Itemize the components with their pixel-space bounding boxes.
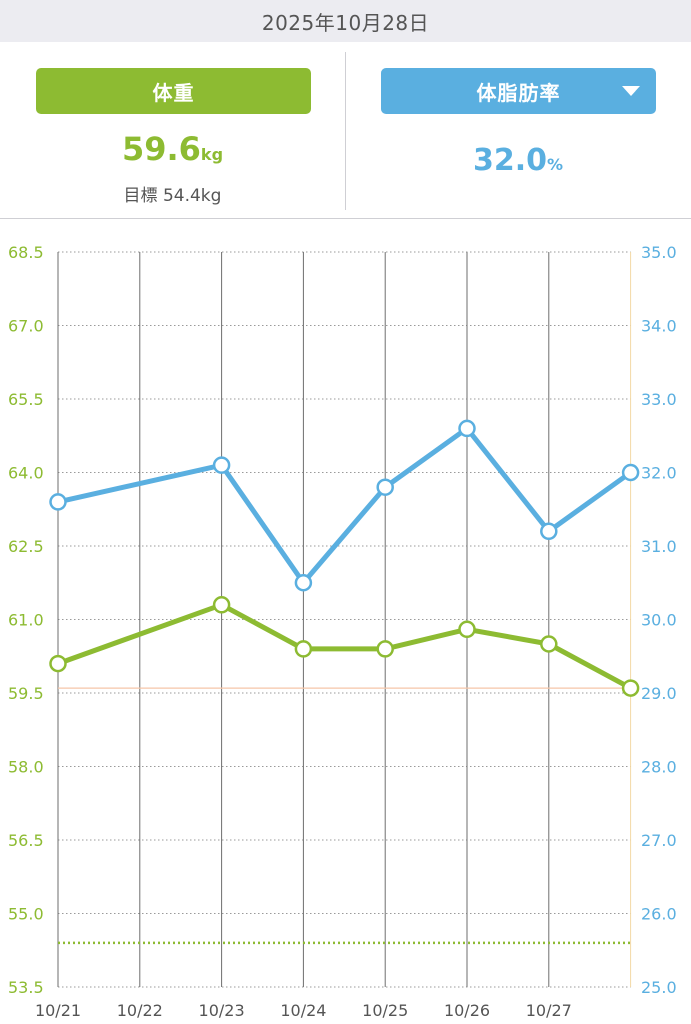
y-right-tick-label: 31.0 <box>641 537 677 556</box>
weight-data-point <box>49 654 67 673</box>
fat-data-point <box>458 419 476 438</box>
y-right-tick-label: 28.0 <box>641 758 677 777</box>
body-fat-value: 32.0% <box>345 143 691 178</box>
y-right-tick-label: 27.0 <box>641 831 677 850</box>
body-fat-tab-label: 体脂肪率 <box>476 80 561 105</box>
weight-tab[interactable]: 体重 <box>36 68 311 114</box>
x-tick-label: 10/26 <box>444 1001 490 1020</box>
y-right-tick-label: 35.0 <box>641 243 677 262</box>
y-left-tick-label: 53.5 <box>8 978 44 997</box>
weight-fat-chart: 68.5 67.0 65.5 64.0 62.5 61.0 59.5 58.0 56.5 55.0… <box>8 243 677 1020</box>
fat-series-line <box>55 425 634 586</box>
weight-value: 59.6kg <box>0 130 345 168</box>
y-left-tick-label: 67.0 <box>8 317 44 336</box>
weight-data-point <box>376 640 394 658</box>
weight-data-point <box>540 635 558 653</box>
x-tick-label: 10/23 <box>199 1001 245 1020</box>
weight-data-point <box>458 620 476 639</box>
y-right-tick-label: 30.0 <box>641 611 677 630</box>
fat-data-point <box>212 456 231 474</box>
y-left-tick-label: 59.5 <box>8 684 44 703</box>
y-right-tick-label: 32.0 <box>641 464 677 483</box>
dropdown-triangle-icon <box>622 86 640 96</box>
fat-data-point <box>621 463 640 482</box>
weight-number: 59.6 <box>121 130 201 168</box>
y-left-tick-label: 65.5 <box>8 390 44 409</box>
fat-data-point <box>376 478 394 496</box>
fat-data-point <box>540 522 558 541</box>
x-tick-label: 10/22 <box>117 1001 163 1020</box>
y-left-tick-label: 68.5 <box>8 243 44 262</box>
x-tick-label: 10/25 <box>362 1001 408 1020</box>
y-right-tick-label: 26.0 <box>641 905 677 924</box>
body-fat-unit: % <box>547 155 564 174</box>
body-fat-number: 32.0 <box>472 143 547 178</box>
date-label: 2025年10月28日 <box>261 10 430 35</box>
x-tick-label: 10/27 <box>526 1001 572 1020</box>
goal-value: 54.4kg <box>162 186 222 206</box>
y-left-tick-label: 55.0 <box>8 905 44 924</box>
weight-unit: kg <box>200 145 224 164</box>
y-right-tick-label: 25.0 <box>641 978 677 997</box>
body-fat-dropdown[interactable]: 体脂肪率 <box>381 68 656 114</box>
y-left-tick-label: 56.5 <box>8 831 44 850</box>
date-header: 2025年10月28日 <box>0 0 691 42</box>
x-tick-label: 10/21 <box>35 1001 81 1020</box>
x-tick-label: 10/24 <box>280 1001 326 1020</box>
y-right-tick-label: 29.0 <box>641 684 677 703</box>
y-left-tick-label: 62.5 <box>8 537 44 556</box>
goal-label: 目標 <box>123 186 158 206</box>
y-left-tick-label: 64.0 <box>8 464 44 483</box>
weight-data-point <box>212 596 231 614</box>
fat-data-point <box>294 574 313 592</box>
fat-data-point <box>49 493 67 511</box>
summary-panel: 体重 59.6kg 目標 54.4kg 体脂肪率 32.0% <box>0 42 691 219</box>
y-left-tick-label: 61.0 <box>8 611 44 630</box>
summary-divider <box>345 52 346 210</box>
weight-tab-label: 体重 <box>152 80 195 105</box>
y-right-tick-label: 33.0 <box>641 390 677 409</box>
weight-data-point <box>294 640 313 658</box>
y-right-tick-label: 34.0 <box>641 317 677 336</box>
y-left-tick-label: 58.0 <box>8 758 44 777</box>
weight-goal: 目標 54.4kg <box>0 181 345 206</box>
weight-data-point <box>621 679 640 697</box>
